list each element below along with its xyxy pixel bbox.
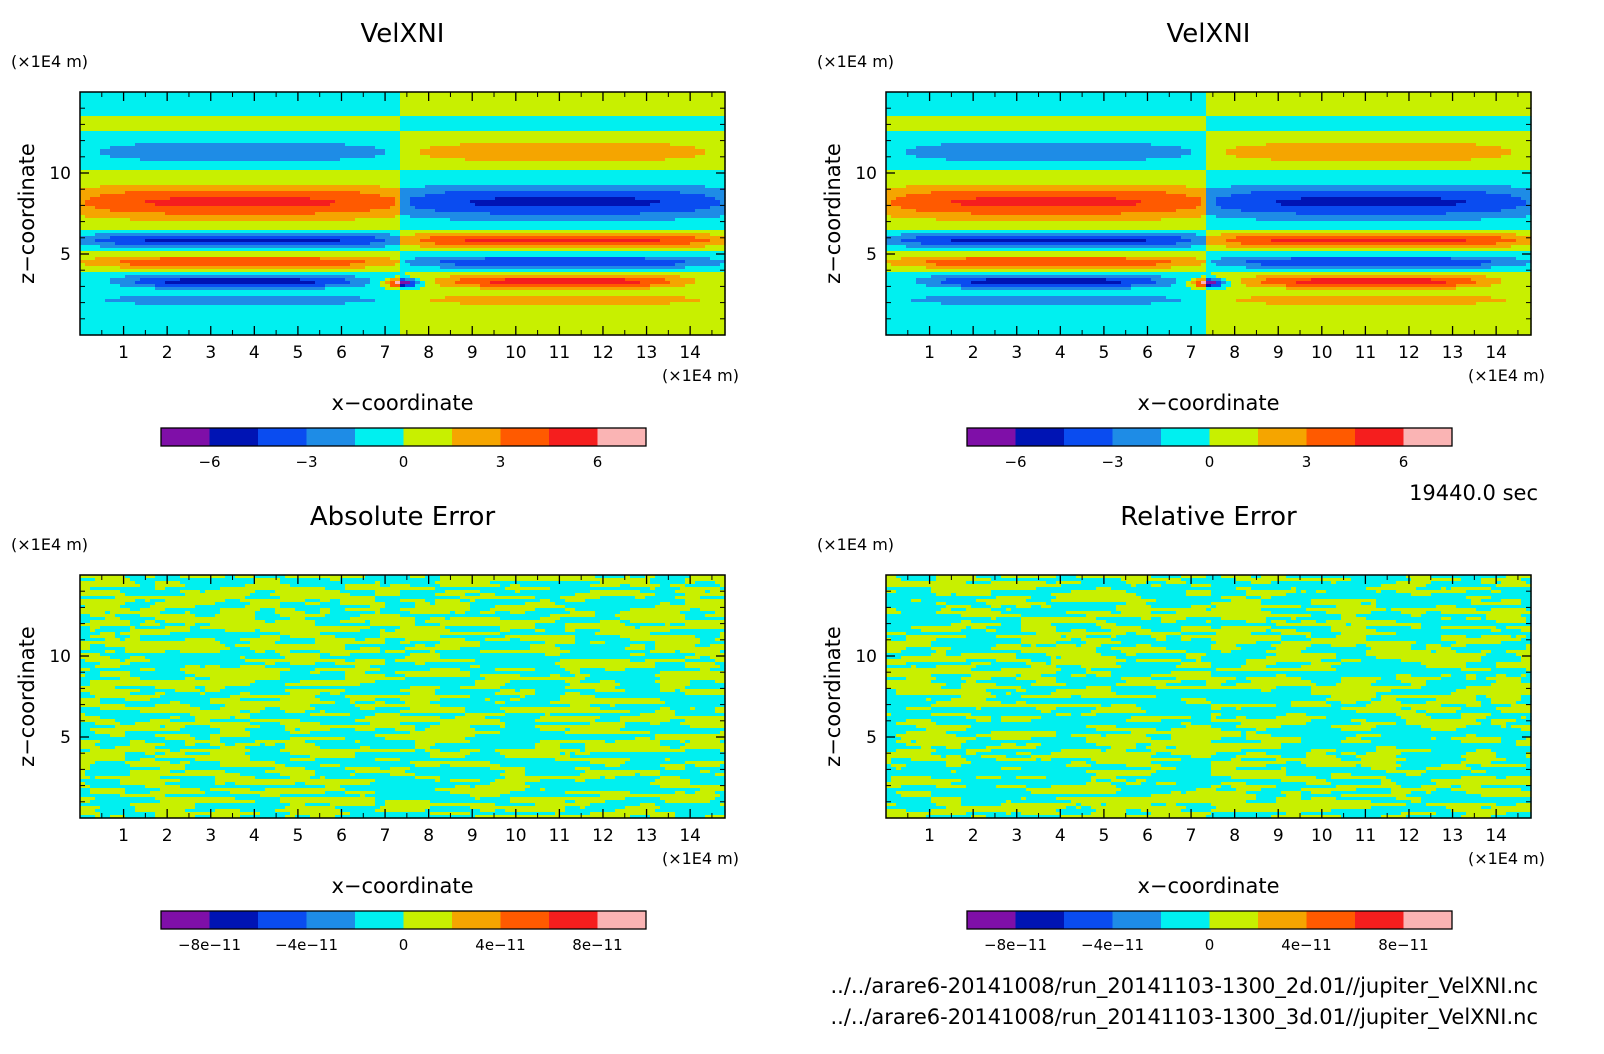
chart-panel: VelXNI(×1E4 m)1 2 3 4 5 6 7 8 9 10 11 12 13 14510(×1E… (11, 19, 739, 471)
heatmap-cells (80, 92, 726, 336)
panels: VelXNI(×1E4 m)1 2 3 4 5 6 7 8 9 10 11 12 13 14510(×1E… (11, 19, 1545, 954)
figure-canvas: VelXNI(×1E4 m)1 2 3 4 5 6 7 8 9 10 11 12 13 14510(×1E… (0, 0, 1604, 1054)
